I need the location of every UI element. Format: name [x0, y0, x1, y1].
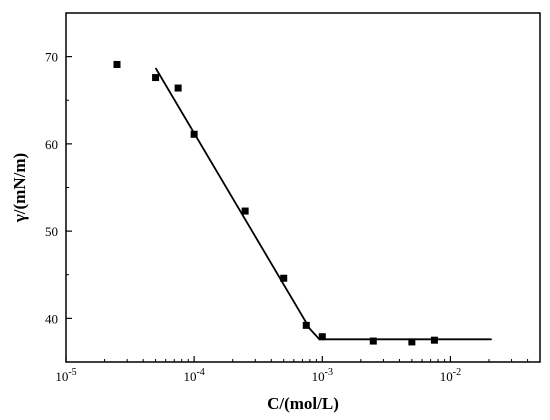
x-tick-label: 10-2 [440, 367, 461, 384]
data-point [113, 60, 121, 68]
fit-line [154, 67, 492, 341]
y-tick-label: 40 [45, 311, 58, 326]
axis-ticks [65, 12, 541, 363]
data-point [174, 84, 182, 92]
y-tick-label: 50 [45, 224, 58, 239]
data-point [369, 337, 377, 345]
y-tick-label: 60 [45, 137, 58, 152]
data-series [113, 60, 492, 346]
x-axis-label: C/(mol/L) [267, 394, 339, 413]
data-point [280, 274, 288, 282]
x-tick-labels: 10-5 10-4 10-3 10-2 [55, 367, 461, 384]
data-point [302, 321, 310, 329]
data-point [152, 74, 160, 82]
data-point [241, 207, 249, 215]
plot-border [65, 12, 541, 363]
x-tick-label: 10-5 [55, 367, 76, 384]
data-point [408, 338, 416, 346]
y-tick-labels: 40 50 60 70 [45, 50, 58, 327]
y-tick-label: 70 [45, 50, 58, 65]
data-point [318, 333, 326, 341]
plot-frame [65, 12, 541, 363]
y-axis-label: γ/(mN/m) [10, 153, 29, 223]
x-tick-label: 10-3 [312, 367, 333, 384]
x-tick-label: 10-4 [183, 367, 204, 384]
